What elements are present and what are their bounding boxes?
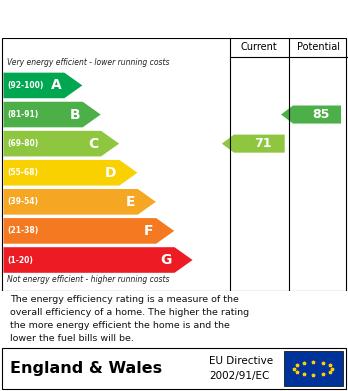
Polygon shape [281,106,341,124]
Polygon shape [3,218,174,244]
Polygon shape [3,247,192,273]
Text: Current: Current [241,43,278,52]
Text: E: E [126,195,135,209]
Text: C: C [88,136,98,151]
Text: EU Directive
2002/91/EC: EU Directive 2002/91/EC [209,357,273,380]
Text: Not energy efficient - higher running costs: Not energy efficient - higher running co… [7,275,169,284]
Text: Potential: Potential [297,43,340,52]
Text: England & Wales: England & Wales [10,361,163,376]
Text: (69-80): (69-80) [8,139,39,148]
Text: (21-38): (21-38) [8,226,39,235]
Text: A: A [51,79,62,92]
Text: Energy Efficiency Rating: Energy Efficiency Rating [10,11,232,27]
Polygon shape [3,131,119,156]
Text: (81-91): (81-91) [8,110,39,119]
Text: G: G [160,253,172,267]
Text: (55-68): (55-68) [8,168,39,177]
Text: B: B [69,108,80,122]
Text: (92-100): (92-100) [8,81,44,90]
Polygon shape [3,160,137,185]
Text: Very energy efficient - lower running costs: Very energy efficient - lower running co… [7,58,169,67]
Text: 85: 85 [312,108,329,121]
Text: The energy efficiency rating is a measure of the
overall efficiency of a home. T: The energy efficiency rating is a measur… [10,295,250,343]
Text: F: F [144,224,153,238]
Text: D: D [105,166,117,180]
Bar [284,352,343,386]
Polygon shape [3,73,82,98]
Polygon shape [3,102,101,127]
Polygon shape [3,189,156,215]
Text: (39-54): (39-54) [8,197,39,206]
Text: 71: 71 [254,137,271,150]
Polygon shape [222,135,285,152]
Text: (1-20): (1-20) [8,255,33,264]
